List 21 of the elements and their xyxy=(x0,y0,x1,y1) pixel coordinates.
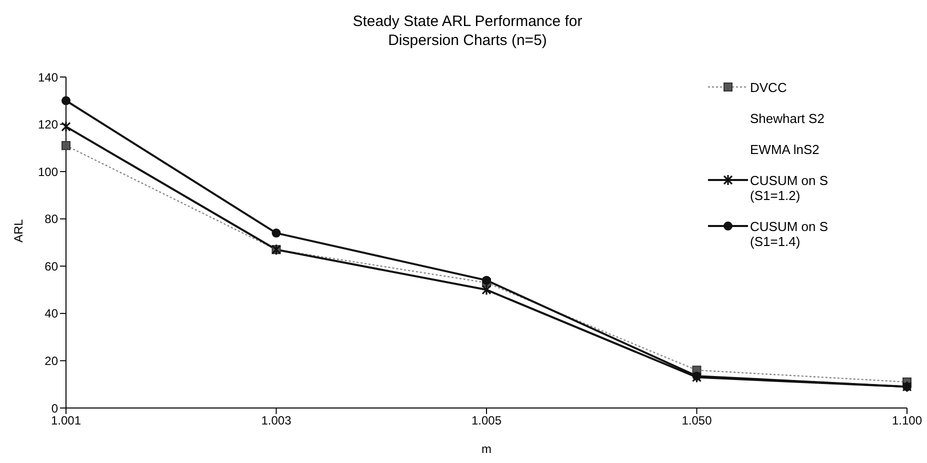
legend-label: DVCC xyxy=(750,80,788,95)
x-tick-label: 1.001 xyxy=(50,414,82,428)
text: EWMA lnS2 xyxy=(750,142,820,157)
x-tick-label: 1.050 xyxy=(682,414,712,428)
y-tick-label: 60 xyxy=(44,259,58,274)
y-tick-label: 100 xyxy=(38,164,58,179)
y-tick-label: 0 xyxy=(51,401,58,416)
chart-title: Steady State ARL Performance for Dispersion Charts (n=5) xyxy=(352,12,584,50)
x-tick-label: 1.005 xyxy=(471,414,502,428)
x-tick-label: 1.003 xyxy=(261,414,292,428)
text: Shewhart S2 xyxy=(750,111,826,126)
y-tick-label: 20 xyxy=(44,354,58,368)
y-axis-title: ARL xyxy=(11,218,26,242)
legend-label: CUSUM on S (S1=1.2) xyxy=(750,173,830,203)
x-tick-label: 1.100 xyxy=(892,414,922,428)
y-tick-label: 120 xyxy=(38,118,58,132)
y-tick-label: 140 xyxy=(38,70,58,84)
legend-label: CUSUM on S (S1=1.4) xyxy=(750,219,830,249)
y-tick-label: 40 xyxy=(44,306,58,321)
y-tick-label: 80 xyxy=(44,212,58,226)
x-axis-title: m xyxy=(482,442,492,456)
